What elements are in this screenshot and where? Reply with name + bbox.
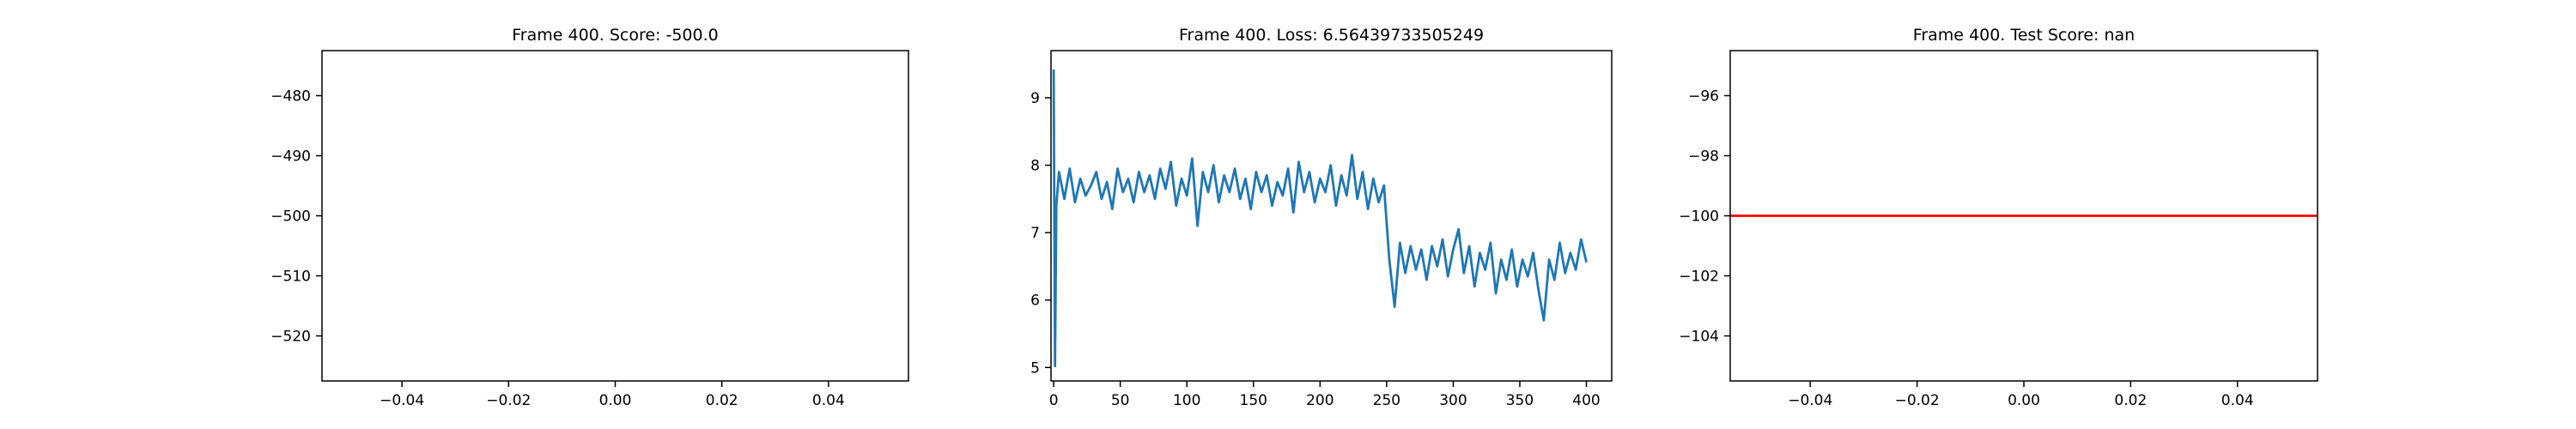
y-tick-label: −510 (270, 269, 311, 286)
x-tick-label: 0.04 (2221, 392, 2254, 409)
y-tick-label: 6 (1030, 293, 1040, 310)
x-tick-label: 0.02 (706, 392, 738, 409)
axes-frame (1050, 50, 1613, 382)
chart-title: Frame 400. Loss: 6.56439733505249 (1179, 26, 1484, 45)
x-tick-label: 200 (1306, 392, 1334, 409)
x-tick-label: 0 (1049, 392, 1059, 409)
y-tick-label: −480 (270, 88, 311, 106)
x-tick-label: 0.00 (599, 392, 632, 409)
y-tick-label: 9 (1030, 90, 1040, 107)
y-tick-label: 7 (1030, 225, 1040, 242)
y-tick-label: −102 (1679, 269, 1719, 286)
y-tick-label: −104 (1679, 329, 1719, 346)
x-tick-label: 400 (1572, 392, 1600, 409)
y-tick-label: 5 (1030, 360, 1040, 377)
chart-title: Frame 400. Test Score: nan (1913, 26, 2135, 45)
y-tick-label: −98 (1688, 148, 1719, 166)
axes-frame (1729, 50, 2318, 382)
x-tick-label: 350 (1506, 392, 1534, 409)
y-tick-label: −500 (270, 208, 311, 226)
y-tick-label: −96 (1688, 88, 1719, 106)
x-tick-label: 250 (1373, 392, 1400, 409)
chart-title: Frame 400. Score: -500.0 (512, 26, 719, 45)
x-tick-label: −0.02 (486, 392, 531, 409)
x-tick-label: 300 (1439, 392, 1467, 409)
x-tick-label: −0.04 (1788, 392, 1832, 409)
x-tick-label: −0.04 (380, 392, 424, 409)
axes-frame (321, 50, 909, 382)
x-tick-label: −0.02 (1895, 392, 1940, 409)
x-tick-label: 0.02 (2114, 392, 2147, 409)
x-tick-label: 150 (1240, 392, 1267, 409)
data-line (1052, 69, 1588, 368)
y-tick-label: −490 (270, 148, 311, 166)
y-tick-label: −520 (270, 329, 311, 346)
x-tick-label: 0.04 (812, 392, 845, 409)
x-tick-label: 50 (1111, 392, 1130, 409)
y-tick-label: −100 (1679, 208, 1719, 226)
y-tick-label: 8 (1030, 158, 1040, 175)
x-tick-label: 0.00 (2008, 392, 2040, 409)
x-tick-label: 100 (1173, 392, 1200, 409)
